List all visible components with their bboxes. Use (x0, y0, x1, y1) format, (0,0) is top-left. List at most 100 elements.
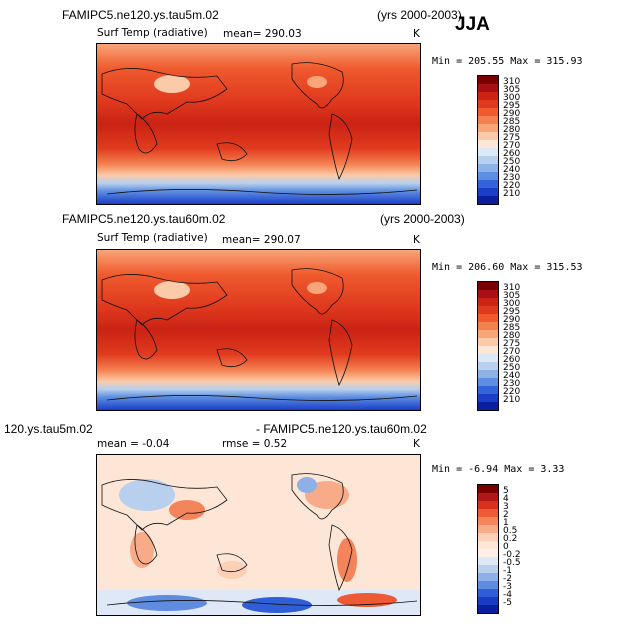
panel3-rmse: rmse = 0.52 (222, 438, 288, 450)
colorbar-segment (478, 346, 498, 354)
colorbar-tick-label: 220 (503, 387, 521, 397)
panel3-map (96, 454, 421, 616)
colorbar-segment (478, 100, 498, 108)
colorbar-segment (478, 338, 498, 346)
colorbar-segment (478, 76, 498, 84)
colorbar-tick-label: 270 (503, 347, 521, 357)
colorbar-tick-label: 240 (503, 371, 521, 381)
colorbar-segment (478, 605, 498, 613)
panel1-years: (yrs 2000-2003) (377, 8, 462, 22)
panel1-map (96, 43, 421, 205)
season-label: JJA (455, 14, 490, 35)
panel2-case-title: FAMIPC5.ne120.ys.tau60m.02 (62, 212, 226, 226)
colorbar-tick-label: 250 (503, 157, 521, 167)
colorbar-segment (478, 541, 498, 549)
colorbar-tick-label: 5 (503, 486, 509, 496)
panel3-colorbar (477, 484, 499, 614)
colorbar-tick-label: 285 (503, 117, 521, 127)
panel3-case-right: - FAMIPC5.ne120.ys.tau60m.02 (256, 422, 427, 436)
colorbar-segment (478, 132, 498, 140)
colorbar-tick-label: 275 (503, 339, 521, 349)
colorbar-segment (478, 573, 498, 581)
colorbar-segment (478, 322, 498, 330)
colorbar-segment (478, 517, 498, 525)
panel2-map (96, 249, 421, 411)
panel3-case-left: 120.ys.tau5m.02 (4, 422, 93, 436)
colorbar-segment (478, 156, 498, 164)
colorbar-tick-label: 280 (503, 331, 521, 341)
colorbar-tick-label: -2 (503, 574, 512, 584)
colorbar-tick-label: 260 (503, 149, 521, 159)
colorbar-segment (478, 116, 498, 124)
colorbar-segment (478, 557, 498, 565)
colorbar-segment (478, 92, 498, 100)
colorbar-tick-label: 305 (503, 291, 521, 301)
colorbar-segment (478, 581, 498, 589)
colorbar-tick-label: -1 (503, 566, 512, 576)
colorbar-segment (478, 533, 498, 541)
panel2-variable: Surf Temp (radiative) (97, 232, 208, 244)
colorbar-segment (478, 164, 498, 172)
colorbar-segment (478, 290, 498, 298)
colorbar-segment (478, 172, 498, 180)
colorbar-tick-label: -0.2 (503, 550, 521, 560)
colorbar-tick-label: 295 (503, 101, 521, 111)
colorbar-tick-label: -5 (503, 598, 512, 608)
colorbar-tick-label: 210 (503, 395, 521, 405)
colorbar-segment (478, 188, 498, 196)
colorbar-tick-label: -4 (503, 590, 512, 600)
colorbar-tick-label: -0.5 (503, 558, 521, 568)
colorbar-tick-label: 305 (503, 85, 521, 95)
colorbar-tick-label: 290 (503, 315, 521, 325)
panel2-minmax: Min = 206.60 Max = 315.53 (432, 262, 583, 273)
colorbar-tick-label: 1 (503, 518, 509, 528)
colorbar-segment (478, 148, 498, 156)
colorbar-segment (478, 589, 498, 597)
panel1-minmax: Min = 205.55 Max = 315.93 (432, 56, 583, 67)
colorbar-tick-label: 230 (503, 379, 521, 389)
colorbar-segment (478, 314, 498, 322)
colorbar-segment (478, 378, 498, 386)
colorbar-tick-label: 290 (503, 109, 521, 119)
colorbar-segment (478, 386, 498, 394)
colorbar-segment (478, 370, 498, 378)
colorbar-segment (478, 525, 498, 533)
colorbar-segment (478, 485, 498, 493)
colorbar-tick-label: 260 (503, 355, 521, 365)
panel1-units: K (413, 28, 420, 40)
colorbar-segment (478, 362, 498, 370)
colorbar-tick-label: 220 (503, 181, 521, 191)
colorbar-segment (478, 402, 498, 410)
panel3-units: K (413, 438, 420, 450)
panel1-colorbar (477, 75, 499, 205)
colorbar-segment (478, 140, 498, 148)
colorbar-tick-label: 2 (503, 510, 509, 520)
colorbar-tick-label: 280 (503, 125, 521, 135)
colorbar-tick-label: 270 (503, 141, 521, 151)
colorbar-segment (478, 330, 498, 338)
colorbar-tick-label: 310 (503, 283, 521, 293)
colorbar-tick-label: 300 (503, 299, 521, 309)
colorbar-tick-label: 250 (503, 363, 521, 373)
colorbar-segment (478, 493, 498, 501)
colorbar-segment (478, 298, 498, 306)
colorbar-segment (478, 354, 498, 362)
colorbar-tick-label: 310 (503, 77, 521, 87)
colorbar-segment (478, 306, 498, 314)
colorbar-segment (478, 501, 498, 509)
colorbar-segment (478, 108, 498, 116)
colorbar-segment (478, 124, 498, 132)
colorbar-tick-label: 0.2 (503, 534, 518, 544)
colorbar-segment (478, 549, 498, 557)
colorbar-tick-label: 4 (503, 494, 509, 504)
colorbar-tick-label: 0 (503, 542, 509, 552)
colorbar-segment (478, 565, 498, 573)
panel2-units: K (413, 234, 420, 246)
colorbar-segment (478, 597, 498, 605)
panel2-mean: mean= 290.07 (222, 234, 301, 246)
panel2-years: (yrs 2000-2003) (380, 212, 465, 226)
colorbar-tick-label: 300 (503, 93, 521, 103)
colorbar-tick-label: 295 (503, 307, 521, 317)
colorbar-segment (478, 196, 498, 204)
panel2-colorbar (477, 281, 499, 411)
